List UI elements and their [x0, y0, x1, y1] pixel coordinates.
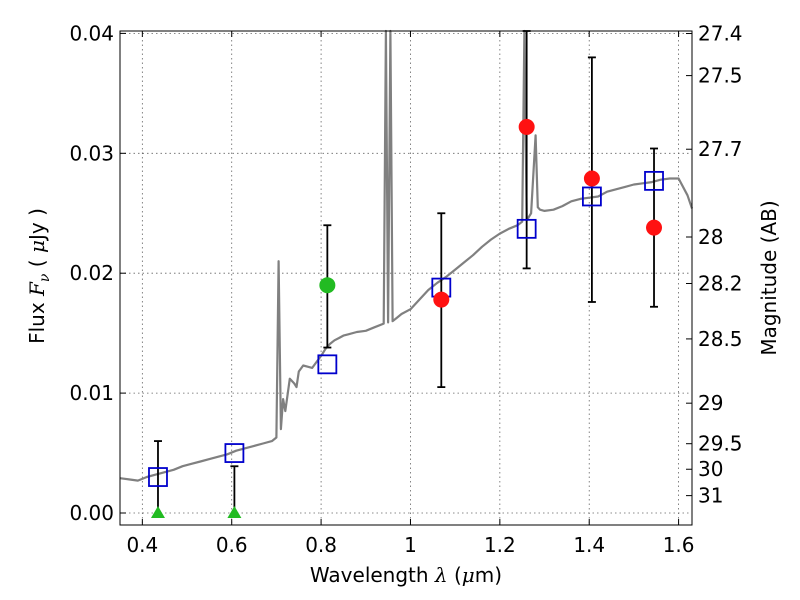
model-spectrum-layer	[119, 29, 694, 482]
y-tick-label: 0.01	[69, 381, 114, 405]
x-tick-label: 1.6	[663, 533, 695, 557]
y2-tick-label: 28	[698, 225, 723, 249]
y2-tick-label: 27.7	[698, 137, 743, 161]
model-photometry-square	[644, 170, 664, 191]
model-photometry-square	[582, 186, 602, 207]
x-tick-label: 1.4	[573, 533, 605, 557]
y2-tick-label: 27.5	[698, 64, 743, 88]
plot-frame	[119, 30, 693, 526]
observed-points-layer	[150, 118, 663, 519]
detection-point	[433, 291, 450, 308]
upper-limit-triangle	[227, 506, 242, 519]
x-tick-label: 0.4	[126, 533, 158, 557]
detection-point	[646, 219, 663, 236]
tick-labels: 0.4 0.6 0.8 1 1.2 1.4 1.6 0.00 0.01 0.02 0.03 0.04 2…	[69, 21, 742, 557]
y-axis-title: Flux Fν ( μJy )	[25, 208, 53, 344]
y-tick-label: 0.02	[69, 261, 114, 285]
x-tick-label: 1.2	[484, 533, 516, 557]
y2-tick-label: 28.5	[698, 327, 743, 351]
y-tick-label: 0.03	[69, 141, 114, 165]
model-spectrum-line	[119, 29, 694, 482]
y-tick-label: 0.00	[69, 501, 114, 525]
model-photometry-square	[516, 218, 537, 239]
y2-axis-title: Magnitude (AB)	[757, 200, 781, 355]
upper-limit-triangle	[150, 506, 165, 519]
model-photometry-square	[224, 443, 245, 463]
y2-tick-label: 31	[698, 484, 723, 508]
x-tick-label: 1	[404, 533, 417, 557]
model-photometry-square	[317, 354, 338, 375]
x-axis-title: Wavelength λ (μm)	[310, 563, 502, 587]
y2-tick-label: 30	[698, 457, 723, 481]
y2-tick-label: 29.5	[698, 432, 743, 456]
y2-tick-label: 27.4	[698, 22, 743, 46]
ticks	[120, 31, 692, 525]
grid	[120, 31, 692, 525]
y-tick-label: 0.04	[69, 21, 114, 45]
x-tick-label: 0.8	[305, 533, 337, 557]
model-photometry-square	[148, 467, 168, 487]
detection-point	[583, 170, 600, 187]
y2-tick-label: 28.2	[698, 272, 743, 296]
detection-point	[518, 118, 535, 135]
x-tick-label: 0.6	[216, 533, 248, 557]
detection-point	[319, 277, 336, 294]
y2-tick-label: 29	[698, 391, 723, 415]
